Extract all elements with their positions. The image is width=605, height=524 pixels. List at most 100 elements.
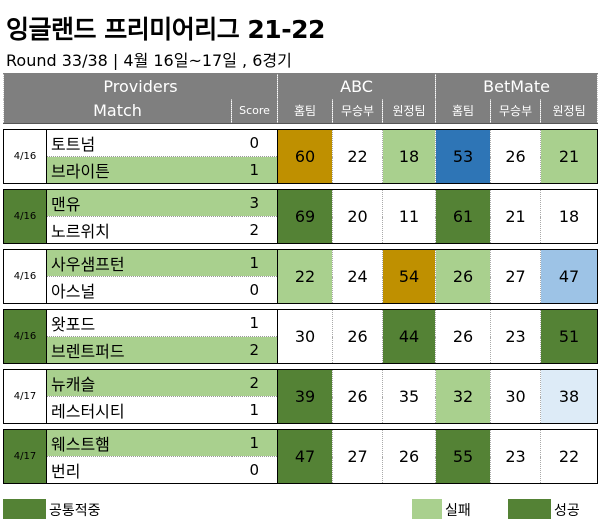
match-row-top: 4/17 웨스트햄 1 47 27 26 55 23 22 xyxy=(3,429,599,484)
match-date: 4/16 xyxy=(3,129,47,184)
betmate-draw-pct: 26 xyxy=(490,129,541,184)
away-team: 노르위치 xyxy=(46,216,232,244)
betmate-home-pct: 61 xyxy=(435,189,491,244)
home-score: 2 xyxy=(231,369,279,397)
match-row-bottom: 아스널 0 xyxy=(4,276,598,304)
betmate-home-pct: 55 xyxy=(435,429,491,484)
abc-home-header: 홈팀 xyxy=(277,98,334,124)
betmate-away-pct: 51 xyxy=(540,309,599,364)
abc-draw-pct: 26 xyxy=(332,369,383,424)
abc-away-pct: 18 xyxy=(382,129,436,184)
away-score: 1 xyxy=(231,156,279,184)
home-team: 왓포드 xyxy=(46,309,232,337)
legend-swatch-success xyxy=(508,499,551,519)
betmate-draw-header: 무승부 xyxy=(490,98,542,124)
match-row-top: 4/17 뉴캐슬 2 39 26 35 32 30 38 xyxy=(3,369,599,424)
match-row-top: 4/16 사우샘프턴 1 22 24 54 26 27 47 xyxy=(3,249,599,304)
betmate-header: BetMate xyxy=(435,73,599,99)
abc-away-header: 원정팀 xyxy=(382,98,437,124)
abc-away-pct: 11 xyxy=(382,189,436,244)
betmate-home-pct: 26 xyxy=(435,309,491,364)
header-row-providers: Providers ABC BetMate xyxy=(2,73,599,99)
abc-away-pct: 54 xyxy=(382,249,436,304)
betmate-home-pct: 32 xyxy=(435,369,491,424)
providers-header: Providers xyxy=(2,73,279,99)
away-score: 2 xyxy=(231,216,279,244)
betmate-draw-pct: 21 xyxy=(490,189,541,244)
betmate-away-pct: 47 xyxy=(540,249,599,304)
legend-common-label: 공통적중 xyxy=(49,503,101,519)
abc-home-pct: 22 xyxy=(277,249,333,304)
home-score: 3 xyxy=(231,189,279,217)
betmate-home-pct: 53 xyxy=(435,129,491,184)
betmate-home-header: 홈팀 xyxy=(435,98,492,124)
betmate-away-pct: 18 xyxy=(540,189,599,244)
abc-draw-header: 무승부 xyxy=(332,98,384,124)
home-team: 맨유 xyxy=(46,189,232,217)
home-score: 1 xyxy=(231,429,279,457)
abc-draw-pct: 26 xyxy=(332,309,383,364)
away-score: 2 xyxy=(231,336,279,364)
abc-home-pct: 30 xyxy=(277,309,333,364)
abc-home-pct: 69 xyxy=(277,189,333,244)
abc-home-pct: 47 xyxy=(277,429,333,484)
abc-away-pct: 26 xyxy=(382,429,436,484)
abc-draw-pct: 22 xyxy=(332,129,383,184)
legend-fail-label: 실패 xyxy=(445,503,471,519)
home-score: 0 xyxy=(231,129,279,157)
legend: 공통적중 실패 성공 xyxy=(3,499,597,519)
betmate-draw-pct: 30 xyxy=(490,369,541,424)
match-date: 4/17 xyxy=(3,369,47,424)
betmate-away-pct: 22 xyxy=(540,429,599,484)
betmate-draw-pct: 23 xyxy=(490,309,541,364)
betmate-draw-pct: 23 xyxy=(490,429,541,484)
betmate-away-pct: 38 xyxy=(540,369,599,424)
away-team: 브렌트퍼드 xyxy=(46,336,232,364)
home-team: 사우샘프턴 xyxy=(46,249,232,277)
away-score: 0 xyxy=(231,276,279,304)
abc-draw-pct: 27 xyxy=(332,429,383,484)
betmate-away-header: 원정팀 xyxy=(540,98,599,124)
betmate-home-pct: 26 xyxy=(435,249,491,304)
match-date: 4/16 xyxy=(3,189,47,244)
away-team: 아스널 xyxy=(46,276,232,304)
match-date: 4/17 xyxy=(3,429,47,484)
match-row-top: 4/16 왓포드 1 30 26 44 26 23 51 xyxy=(3,309,599,364)
legend-swatch-common xyxy=(3,499,46,519)
abc-home-pct: 39 xyxy=(277,369,333,424)
legend-swatch-fail xyxy=(412,499,442,519)
header-row-columns: Match Score 홈팀 무승부 원정팀 홈팀 무승부 원정팀 xyxy=(3,98,599,124)
match-row-top: 4/16 토트넘 0 60 22 18 53 26 21 xyxy=(3,129,599,184)
match-header: Match xyxy=(3,98,232,124)
match-row-bottom: 브라이튼 1 xyxy=(4,156,598,184)
abc-header: ABC xyxy=(277,73,437,99)
abc-away-pct: 44 xyxy=(382,309,436,364)
abc-away-pct: 35 xyxy=(382,369,436,424)
match-date: 4/16 xyxy=(3,309,47,364)
prediction-table: Providers ABC BetMate Match Score 홈팀 무승부… xyxy=(2,73,599,484)
home-score: 1 xyxy=(231,309,279,337)
match-row-bottom: 번리 0 xyxy=(4,456,598,484)
home-team: 토트넘 xyxy=(46,129,232,157)
home-score: 1 xyxy=(231,249,279,277)
away-team: 번리 xyxy=(46,456,232,484)
match-date: 4/16 xyxy=(3,249,47,304)
page-title: 잉글랜드 프리미어리그 21-22 xyxy=(6,15,325,44)
match-row-bottom: 레스터시티 1 xyxy=(4,396,598,424)
legend-success-label: 성공 xyxy=(554,503,580,519)
home-team: 웨스트햄 xyxy=(46,429,232,457)
match-row-bottom: 브렌트퍼드 2 xyxy=(4,336,598,364)
away-team: 브라이튼 xyxy=(46,156,232,184)
away-score: 1 xyxy=(231,396,279,424)
away-team: 레스터시티 xyxy=(46,396,232,424)
abc-home-pct: 60 xyxy=(277,129,333,184)
betmate-draw-pct: 27 xyxy=(490,249,541,304)
abc-draw-pct: 20 xyxy=(332,189,383,244)
page-subtitle: Round 33/38 | 4월 16일~17일 , 6경기 xyxy=(6,51,292,70)
match-row-top: 4/16 맨유 3 69 20 11 61 21 18 xyxy=(3,189,599,244)
abc-draw-pct: 24 xyxy=(332,249,383,304)
match-row-bottom: 노르위치 2 xyxy=(4,216,598,244)
home-team: 뉴캐슬 xyxy=(46,369,232,397)
score-header: Score xyxy=(230,98,279,124)
betmate-away-pct: 21 xyxy=(540,129,599,184)
